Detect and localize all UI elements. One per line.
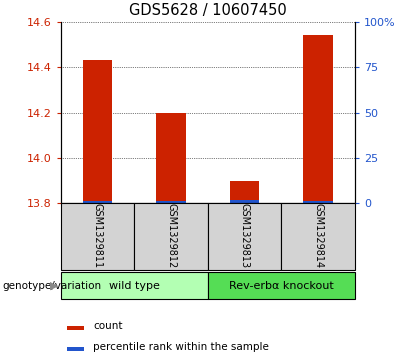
Text: GSM1329813: GSM1329813: [240, 203, 249, 268]
Bar: [303, 201, 333, 203]
Bar: [208, 203, 281, 270]
Bar: [67, 326, 84, 330]
Title: GDS5628 / 10607450: GDS5628 / 10607450: [129, 3, 287, 18]
Bar: [157, 201, 186, 203]
Text: GSM1329811: GSM1329811: [93, 203, 102, 268]
Bar: [208, 272, 355, 299]
Bar: [303, 36, 333, 203]
Text: percentile rank within the sample: percentile rank within the sample: [93, 342, 269, 352]
Text: Rev-erbα knockout: Rev-erbα knockout: [229, 281, 334, 291]
Text: GSM1329812: GSM1329812: [166, 203, 176, 268]
Bar: [230, 200, 260, 203]
Text: count: count: [93, 321, 123, 331]
Bar: [230, 181, 260, 203]
Bar: [134, 203, 208, 270]
Bar: [61, 272, 208, 299]
Bar: [83, 60, 113, 203]
Text: genotype/variation: genotype/variation: [2, 281, 101, 291]
Text: wild type: wild type: [109, 281, 160, 291]
Bar: [157, 113, 186, 203]
Bar: [67, 347, 84, 351]
Bar: [83, 201, 113, 203]
Text: GSM1329814: GSM1329814: [313, 203, 323, 268]
Bar: [61, 203, 134, 270]
Text: ▶: ▶: [50, 281, 59, 291]
Bar: [281, 203, 355, 270]
